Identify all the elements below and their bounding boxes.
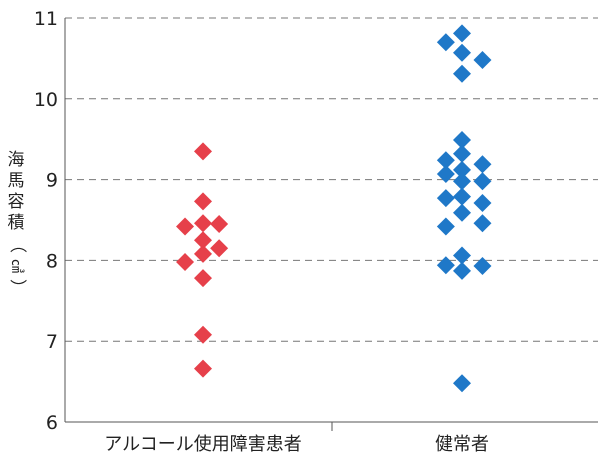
- data-point-diamond: [473, 172, 492, 191]
- data-point-diamond: [194, 192, 212, 211]
- y-axis-label: 海馬容積 （ ㎤ ）: [4, 150, 28, 298]
- data-point-diamond: [176, 253, 195, 272]
- data-point-diamond: [453, 187, 471, 206]
- data-point-diamond: [210, 215, 229, 234]
- data-point-diamond: [473, 155, 492, 174]
- data-point-diamond: [453, 172, 471, 191]
- data-point-diamond: [210, 239, 229, 258]
- x-tick-labels: アルコール使用障害患者 健常者: [104, 434, 489, 455]
- data-point-diamond: [453, 64, 471, 83]
- data-point-diamond: [194, 325, 212, 344]
- data-point-diamond: [194, 142, 212, 161]
- data-point-diamond: [453, 261, 471, 280]
- data-point-diamond: [473, 194, 492, 213]
- data-point-diamond: [453, 246, 471, 265]
- data-points: [176, 24, 492, 393]
- y-tick-label: 6: [46, 412, 58, 434]
- data-point-diamond: [176, 217, 195, 236]
- y-tick-labels: 6 7 8 9 10 11: [34, 8, 58, 434]
- y-axis-label-char: ㎤: [8, 259, 24, 273]
- x-category-label: アルコール使用障害患者: [104, 434, 301, 455]
- y-axis-label-char: （: [6, 236, 27, 253]
- y-axis-label-char: 容: [7, 192, 25, 212]
- data-point-diamond: [453, 160, 471, 179]
- data-point-diamond: [436, 33, 455, 52]
- data-point-diamond: [194, 269, 212, 288]
- y-tick-label: 8: [46, 250, 58, 272]
- y-axis-label-char: 馬: [7, 171, 25, 191]
- y-axis-label-char: 積: [7, 213, 25, 233]
- data-point-diamond: [473, 214, 492, 233]
- y-axis-label-char: 海: [7, 150, 25, 170]
- data-point-diamond: [436, 151, 455, 170]
- y-tick-label: 10: [34, 89, 58, 111]
- data-point-diamond: [453, 43, 471, 62]
- data-point-diamond: [194, 359, 212, 378]
- x-category-label: 健常者: [435, 434, 489, 455]
- grid-lines: [65, 17, 598, 342]
- data-point-diamond: [436, 256, 455, 275]
- data-point-diamond: [436, 189, 455, 208]
- data-point-diamond: [436, 217, 455, 236]
- data-point-diamond: [436, 164, 455, 183]
- y-tick-label: 9: [46, 170, 58, 192]
- y-axis-label-char: ）: [6, 279, 27, 296]
- axes: [64, 18, 598, 431]
- data-point-diamond: [453, 203, 471, 222]
- data-point-diamond: [453, 374, 471, 393]
- y-tick-label: 11: [34, 8, 58, 30]
- data-point-diamond: [194, 244, 212, 263]
- data-point-diamond: [473, 51, 492, 70]
- data-point-diamond: [453, 24, 471, 43]
- data-point-diamond: [194, 214, 212, 233]
- y-tick-label: 7: [46, 331, 58, 353]
- data-point-diamond: [453, 131, 471, 150]
- data-point-diamond: [194, 231, 212, 250]
- data-point-diamond: [473, 257, 492, 276]
- data-point-diamond: [453, 144, 471, 163]
